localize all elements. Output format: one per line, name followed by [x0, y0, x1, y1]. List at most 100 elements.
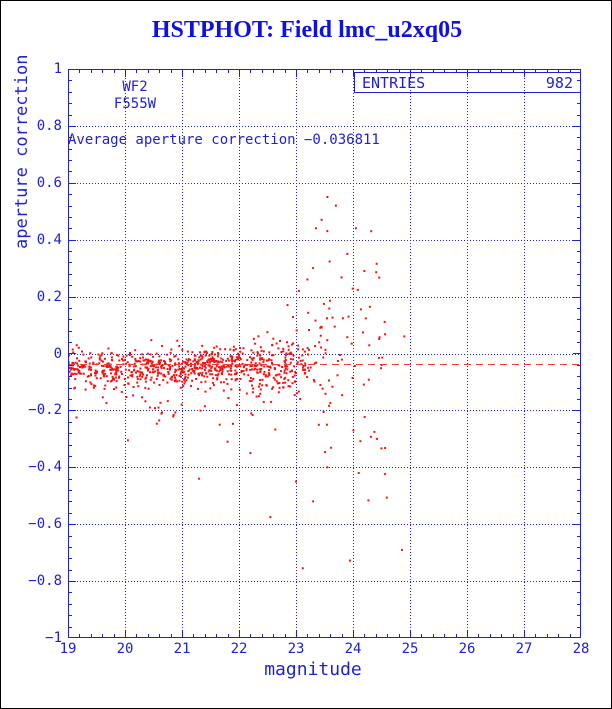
data-point	[341, 317, 344, 320]
data-point	[238, 354, 240, 357]
data-point	[251, 414, 254, 416]
data-point	[240, 369, 243, 372]
data-point	[139, 357, 142, 360]
data-point	[90, 373, 92, 376]
data-point	[252, 337, 255, 340]
data-point	[210, 369, 213, 372]
data-point	[292, 354, 295, 357]
data-point	[220, 357, 223, 360]
data-point	[174, 411, 177, 414]
data-point	[104, 384, 107, 387]
data-point	[262, 350, 265, 353]
data-point	[330, 446, 333, 449]
data-point	[357, 472, 360, 474]
data-point	[157, 371, 160, 374]
data-point	[250, 357, 253, 360]
data-point	[146, 358, 149, 361]
data-point	[137, 360, 140, 362]
data-point	[309, 366, 312, 369]
data-point	[259, 358, 262, 361]
data-point	[276, 382, 279, 385]
data-point	[250, 349, 253, 352]
data-point	[131, 373, 134, 376]
data-point	[194, 367, 197, 370]
data-point	[217, 353, 220, 356]
data-point	[149, 353, 152, 356]
y-axis-title: aperture correction	[12, 54, 32, 249]
data-point	[75, 373, 78, 375]
data-point	[141, 396, 143, 399]
data-point	[211, 359, 213, 362]
data-point	[136, 378, 139, 381]
data-point	[301, 348, 304, 351]
data-point	[297, 344, 300, 347]
data-point	[203, 365, 206, 368]
data-point	[364, 317, 367, 320]
data-point	[164, 375, 167, 378]
data-point	[259, 357, 262, 360]
data-point	[278, 373, 281, 376]
data-point	[347, 315, 350, 318]
data-point	[195, 377, 197, 380]
data-point	[293, 365, 296, 368]
data-point	[218, 366, 221, 369]
data-point	[135, 371, 137, 374]
data-point	[247, 374, 250, 377]
data-point	[159, 401, 162, 404]
data-point	[230, 373, 233, 376]
data-point	[303, 369, 306, 371]
data-point	[378, 338, 381, 340]
data-point	[118, 376, 120, 379]
data-point	[184, 377, 186, 380]
data-point	[286, 341, 288, 344]
data-point	[201, 344, 204, 347]
data-point	[72, 364, 74, 367]
data-point	[187, 370, 190, 372]
data-point	[214, 374, 217, 377]
x-tick-label: 22	[230, 641, 248, 657]
data-point	[215, 365, 218, 368]
data-point	[199, 409, 202, 412]
data-point	[223, 366, 226, 369]
data-point	[216, 374, 219, 377]
data-point	[278, 382, 281, 384]
data-point	[283, 377, 286, 380]
data-point	[283, 371, 286, 374]
data-point	[142, 359, 145, 362]
data-point	[209, 387, 212, 390]
data-point	[92, 386, 95, 389]
data-point	[283, 360, 286, 363]
scatter-plot-svg	[68, 69, 581, 638]
data-point	[277, 364, 280, 367]
data-point	[280, 376, 283, 379]
data-point	[174, 378, 177, 381]
data-point	[214, 353, 216, 356]
data-point	[268, 369, 271, 372]
data-point	[226, 382, 229, 385]
data-point	[94, 369, 97, 372]
data-point	[177, 368, 180, 371]
data-point	[82, 353, 85, 356]
data-point	[169, 377, 172, 380]
x-tick-label: 25	[401, 641, 419, 657]
data-point	[190, 385, 193, 387]
data-point	[307, 353, 309, 356]
data-point	[262, 361, 265, 364]
data-point	[174, 362, 177, 365]
data-point	[152, 355, 155, 358]
data-point	[197, 359, 200, 362]
data-point	[124, 368, 127, 371]
data-point	[322, 411, 325, 413]
data-point	[113, 378, 115, 381]
average-correction-annotation: Average aperture correction −0.036811	[68, 132, 380, 148]
data-point	[262, 373, 265, 376]
data-point	[312, 267, 315, 270]
data-point	[188, 358, 190, 361]
data-point	[101, 364, 103, 367]
data-point	[219, 369, 222, 372]
data-point	[189, 365, 192, 367]
data-point	[213, 367, 216, 370]
data-point	[142, 373, 144, 376]
data-point	[307, 366, 310, 369]
data-point	[272, 354, 275, 357]
